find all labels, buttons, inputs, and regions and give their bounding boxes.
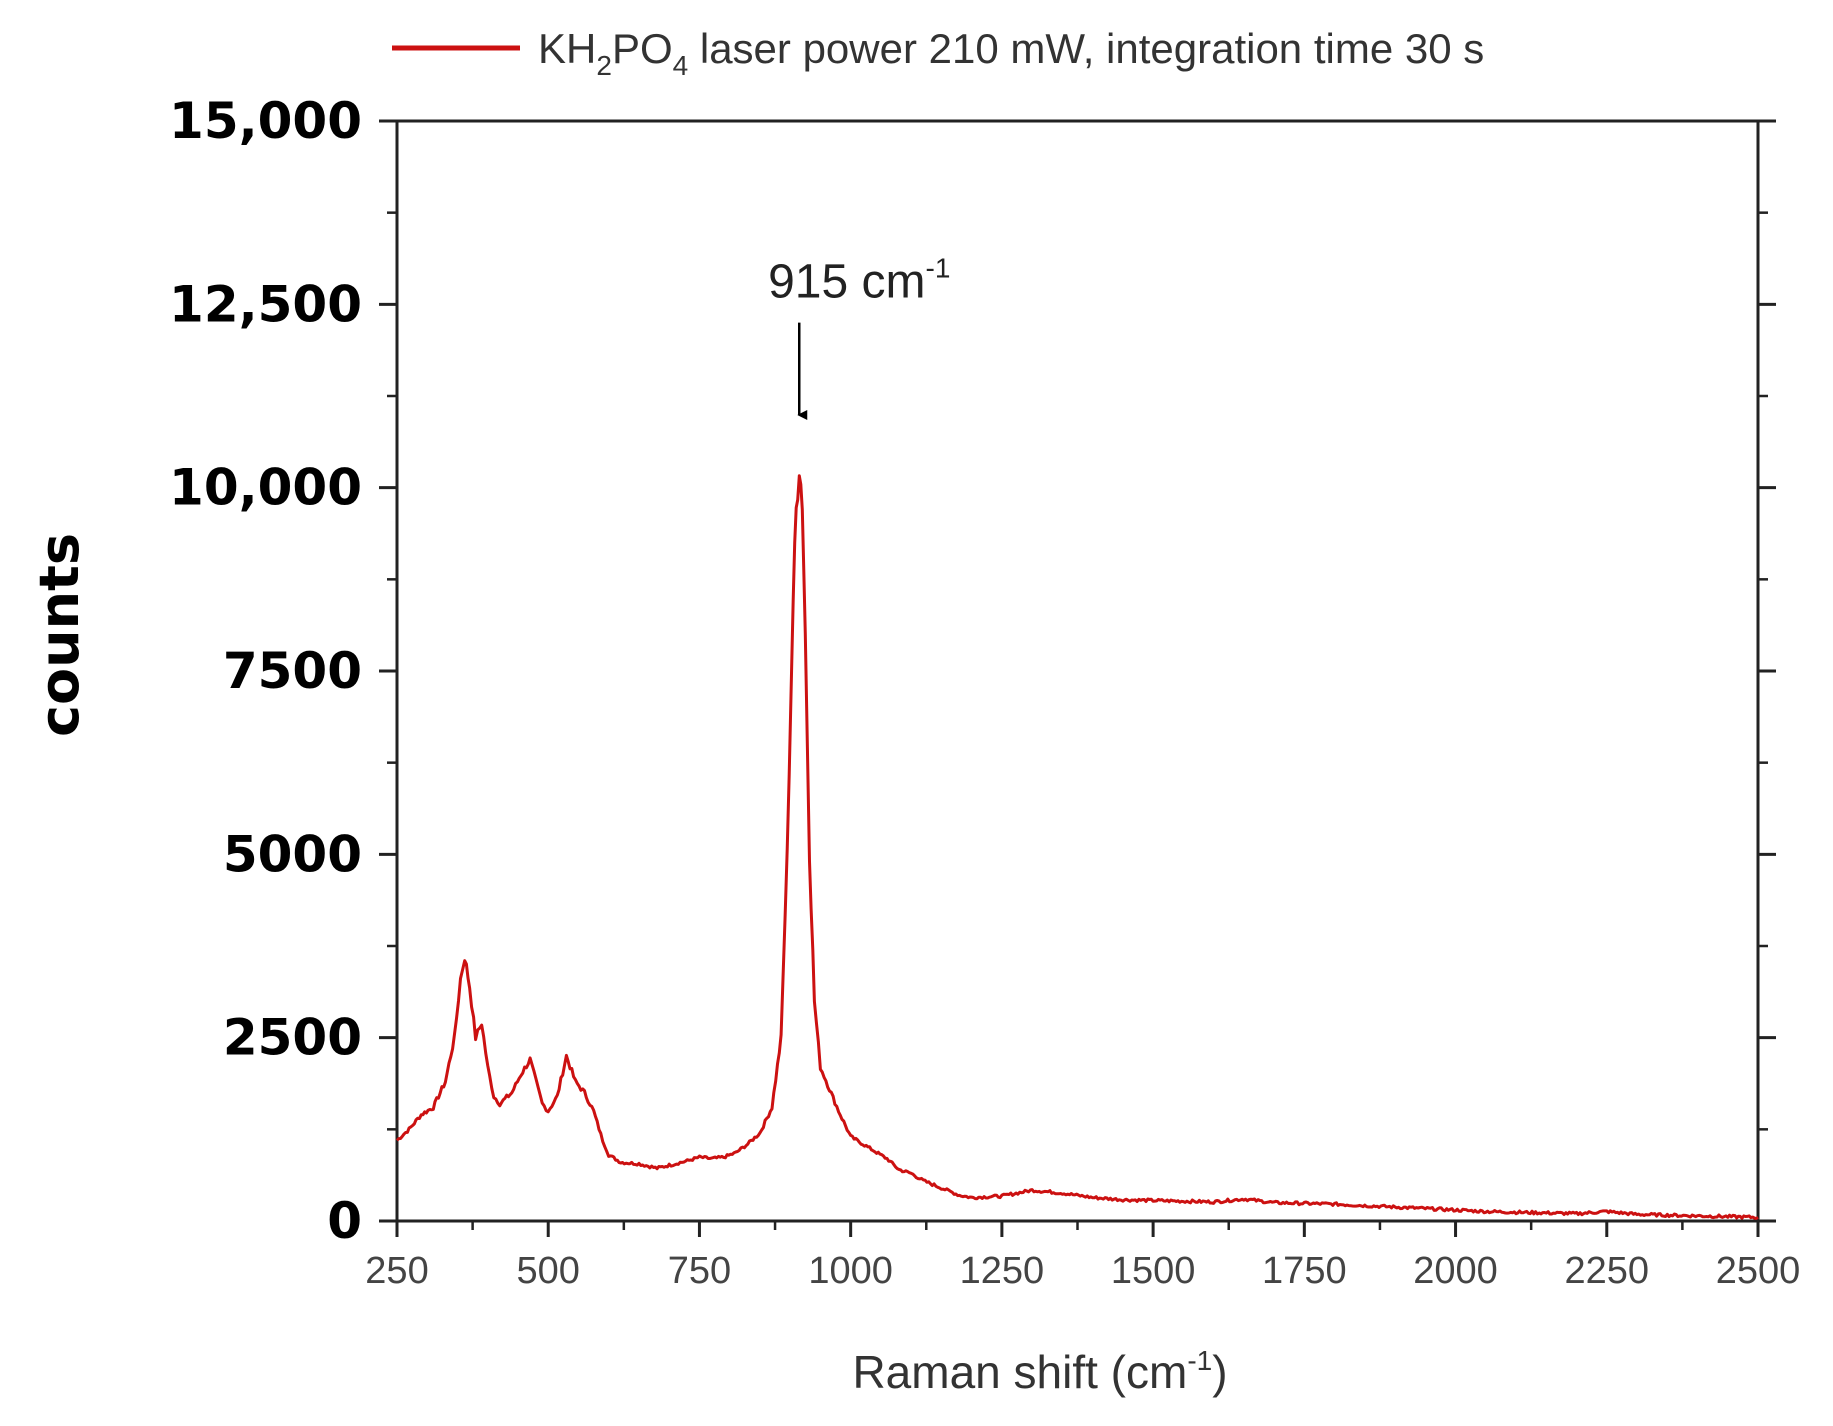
x-tick-label: 1000 <box>808 1250 893 1292</box>
x-tick-label: 500 <box>517 1250 580 1292</box>
y-tick-label: 15,000 <box>169 92 362 150</box>
plot-frame <box>395 119 1760 1223</box>
x-tick-label: 1500 <box>1111 1250 1196 1292</box>
x-tick-label: 2250 <box>1565 1250 1650 1292</box>
x-axis: 250 500 750 1000 1250 1500 1750 2000 2250 2500 <box>365 1221 1800 1292</box>
x-tick-label: 1250 <box>960 1250 1045 1292</box>
y-axis: 0 2500 5000 7500 10,000 12,500 15,000 <box>169 92 1776 1250</box>
y-tick-label: 2500 <box>223 1009 362 1067</box>
x-tick-label: 2000 <box>1413 1250 1498 1292</box>
y-axis-label: counts <box>28 533 91 737</box>
x-tick-label: 250 <box>365 1250 428 1292</box>
x-axis-label: Raman shift (cm-1) <box>852 1345 1227 1398</box>
y-tick-label: 7500 <box>223 642 362 700</box>
legend-label: KH2PO4 laser power 210 mW, integration t… <box>538 25 1484 81</box>
peak-annotation-label: 915 cm-1 <box>768 253 950 309</box>
x-tick-label: 750 <box>668 1250 731 1292</box>
y-tick-label: 10,000 <box>169 459 362 517</box>
x-tick-label: 2500 <box>1716 1250 1801 1292</box>
series-line-kh2po4 <box>395 474 1759 1220</box>
peak-annotation: 915 cm-1 <box>768 253 950 420</box>
x-tick-label: 1750 <box>1262 1250 1347 1292</box>
y-tick-label: 5000 <box>223 825 362 883</box>
legend: KH2PO4 laser power 210 mW, integration t… <box>392 25 1484 81</box>
y-tick-label: 0 <box>327 1192 362 1250</box>
y-tick-label: 12,500 <box>169 275 362 333</box>
